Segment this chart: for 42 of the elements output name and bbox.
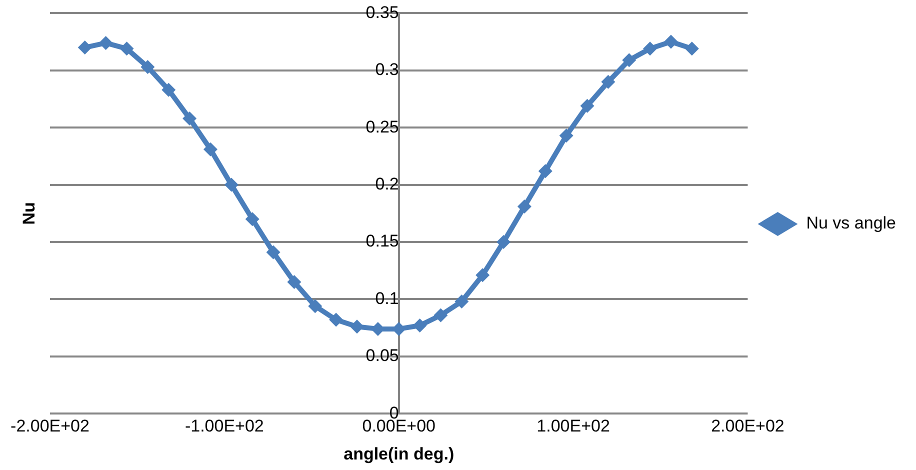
y-tick-label: 0.3 xyxy=(375,60,399,80)
y-tick-label: 0.35 xyxy=(366,2,399,22)
y-tick-label: 0.05 xyxy=(366,346,399,366)
point xyxy=(287,275,302,290)
y-tick-label: 0.1 xyxy=(375,288,399,308)
point xyxy=(224,178,238,192)
point xyxy=(203,142,218,156)
x-tick-label: 1.00E+02 xyxy=(536,416,610,436)
x-tick-label: 2.00E+02 xyxy=(711,416,784,436)
y-axis-title: Nu xyxy=(20,202,39,225)
point xyxy=(120,42,134,56)
point xyxy=(538,164,552,178)
point xyxy=(162,82,176,97)
point xyxy=(98,36,113,50)
point xyxy=(78,40,92,55)
point xyxy=(266,245,280,260)
point xyxy=(496,235,511,249)
point xyxy=(140,60,155,74)
y-tick-label: 0.2 xyxy=(375,174,399,194)
point xyxy=(245,212,260,226)
point xyxy=(580,98,594,113)
x-tick-label: -1.00E+02 xyxy=(184,416,264,436)
legend-label: Nu vs angle xyxy=(806,214,896,233)
point xyxy=(601,74,616,89)
point xyxy=(476,268,490,282)
y-tick-label: 0.25 xyxy=(366,117,399,136)
point xyxy=(643,42,658,56)
point xyxy=(434,308,448,322)
x-tick-label: -2.00E+02 xyxy=(10,416,90,436)
point xyxy=(308,299,322,314)
y-tick-label: 0.15 xyxy=(366,232,399,251)
point xyxy=(350,320,364,334)
point xyxy=(517,200,532,214)
point xyxy=(182,111,197,126)
x-axis-title: angle(in deg.) xyxy=(344,444,454,464)
point xyxy=(559,128,574,143)
point xyxy=(329,312,344,327)
point xyxy=(664,34,678,49)
point xyxy=(622,53,636,68)
point xyxy=(412,318,427,333)
point xyxy=(684,42,699,56)
point xyxy=(454,294,469,308)
